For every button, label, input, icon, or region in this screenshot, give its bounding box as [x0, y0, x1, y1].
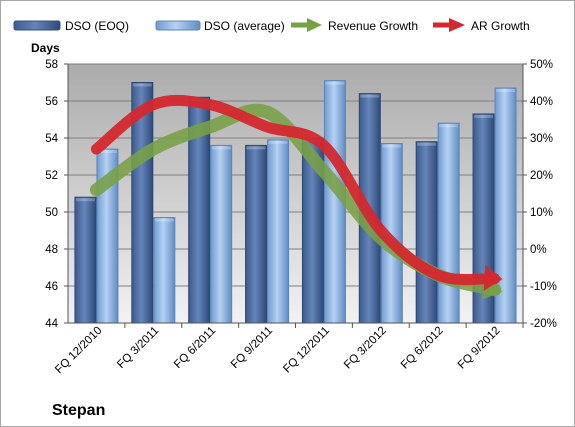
x-tick-label: FQ 12/2010	[53, 325, 104, 376]
bar-highlight	[325, 81, 345, 85]
y-right-tick-label: 0%	[530, 244, 547, 256]
legend-arrowhead-ar-growth	[449, 18, 465, 32]
y-right-tick-label: 20%	[530, 170, 553, 182]
y-left-tick-label: 44	[45, 318, 58, 330]
bar-highlight	[154, 218, 174, 222]
y-axis-right: -20% -10% 0% 10% 20% 30% 40% 50%	[522, 59, 557, 330]
legend-item-ar-growth: AR Growth	[433, 18, 530, 33]
y-left-tick-label: 56	[45, 96, 58, 108]
bar-highlight	[382, 144, 402, 148]
x-tick-label: FQ 6/2012	[399, 325, 446, 372]
y-right-tick-label: 10%	[530, 207, 553, 219]
y-right-tick-label: -10%	[530, 281, 557, 293]
bar-dso-average-6	[437, 122, 460, 324]
x-tick-label: FQ 9/2011	[229, 325, 275, 371]
line-ar-growth	[90, 94, 501, 286]
legend: DSO (EOQ) DSO (average) Revenue Growth A…	[13, 18, 530, 33]
x-tick-label: FQ 9/2012	[456, 325, 503, 372]
y-left-tick-label: 48	[45, 244, 58, 256]
legend-arrowhead-revenue-growth	[307, 18, 322, 32]
bar-dso-average-1	[153, 217, 176, 324]
chart-title: Stepan	[52, 402, 105, 419]
legend-label-dso-average: DSO (average)	[204, 19, 285, 33]
legend-label-ar-growth: AR Growth	[471, 19, 530, 33]
bar-dso-average-3	[267, 139, 290, 324]
x-tick-label: FQ 12/2011	[281, 325, 332, 376]
bar-highlight	[246, 146, 266, 150]
y-right-tick-label: 40%	[530, 96, 553, 108]
bars	[74, 80, 517, 324]
bar-highlight	[439, 124, 459, 128]
y-axis-title: Days	[31, 41, 60, 55]
y-right-tick-label: 30%	[530, 133, 553, 145]
y-left-tick-label: 50	[45, 207, 58, 219]
x-axis: FQ 12/2010 FQ 3/2011 FQ 6/2011 FQ 9/2011 FQ …	[53, 322, 524, 376]
legend-item-revenue-growth: Revenue Growth	[291, 18, 418, 33]
bar-highlight	[417, 142, 437, 146]
bar-highlight	[211, 146, 231, 150]
x-tick-label: FQ 3/2012	[342, 325, 389, 372]
bar-highlight	[360, 94, 380, 98]
legend-swatch-dso-average	[155, 20, 201, 31]
y-left-tick-label: 52	[45, 170, 58, 182]
x-tick-label: FQ 6/2011	[172, 325, 218, 371]
y-left-tick-label: 54	[45, 133, 58, 145]
trend-lines	[89, 94, 503, 300]
bar-highlight	[75, 198, 95, 202]
arrowhead-ar-growth	[483, 264, 503, 291]
y-left-tick-label: 58	[45, 59, 58, 71]
legend-label-dso-eoq: DSO (EOQ)	[65, 19, 129, 33]
y-left-tick-label: 46	[45, 281, 58, 293]
bar-highlight	[474, 114, 494, 118]
bar-highlight	[132, 83, 152, 87]
legend-item-dso-average: DSO (average)	[155, 19, 285, 33]
y-axis-left: 44 46 48 50 52 54 56 58	[45, 59, 69, 330]
y-right-tick-label: 50%	[530, 59, 553, 71]
legend-swatch-dso-eoq	[13, 20, 61, 31]
x-tick-label: FQ 3/2011	[115, 325, 161, 371]
bar-dso-eoq-6	[415, 141, 438, 324]
y-right-tick-label: -20%	[530, 318, 557, 330]
bar-highlight	[496, 89, 516, 93]
bar-highlight	[268, 140, 288, 144]
bar-dso-average-2	[210, 144, 233, 324]
bar-dso-eoq-3	[245, 144, 268, 324]
bar-highlight	[97, 150, 117, 154]
bar-dso-eoq-0	[74, 196, 97, 324]
legend-item-dso-eoq: DSO (EOQ)	[13, 19, 129, 33]
legend-label-revenue-growth: Revenue Growth	[328, 19, 418, 33]
